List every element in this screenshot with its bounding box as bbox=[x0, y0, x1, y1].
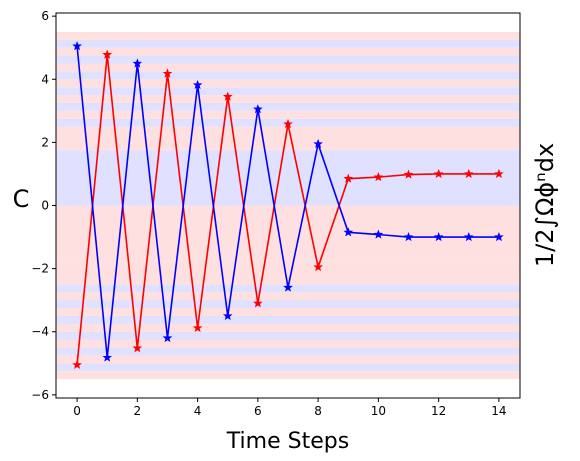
y-tick-label: 4 bbox=[41, 72, 49, 86]
data-point bbox=[72, 359, 82, 369]
data-point bbox=[403, 169, 414, 179]
data-point bbox=[162, 68, 173, 78]
series-markers bbox=[72, 41, 504, 369]
background-band bbox=[56, 110, 520, 119]
background-band bbox=[56, 323, 520, 332]
data-point bbox=[132, 343, 143, 353]
background-band bbox=[56, 102, 520, 111]
data-point bbox=[463, 168, 474, 179]
background-band bbox=[56, 371, 520, 380]
x-tick-label: 8 bbox=[314, 404, 322, 418]
x-tick-label: 0 bbox=[73, 404, 81, 418]
y-tick-label: 2 bbox=[41, 135, 49, 149]
background-band bbox=[56, 95, 520, 103]
y-tick-label: −2 bbox=[31, 262, 49, 276]
data-point bbox=[494, 232, 504, 242]
data-point bbox=[494, 168, 504, 179]
background-band bbox=[56, 315, 520, 324]
background-band bbox=[56, 292, 520, 301]
background-band bbox=[56, 260, 520, 285]
x-tick-label: 14 bbox=[491, 404, 506, 418]
background-band bbox=[56, 300, 520, 309]
background-band bbox=[56, 150, 520, 206]
data-point bbox=[463, 232, 474, 242]
data-point bbox=[102, 352, 113, 362]
background-band bbox=[56, 71, 520, 80]
data-point bbox=[222, 91, 233, 101]
data-point bbox=[403, 232, 414, 242]
background-band bbox=[56, 347, 520, 356]
data-point bbox=[283, 282, 293, 292]
data-point bbox=[313, 262, 323, 272]
x-tick-label: 4 bbox=[194, 404, 202, 418]
data-point bbox=[162, 333, 173, 343]
data-point bbox=[373, 172, 384, 182]
background-band bbox=[56, 205, 520, 261]
data-point bbox=[343, 173, 354, 183]
right-axis-label: 1/2∫Ωϕⁿdx bbox=[531, 143, 559, 267]
background-band bbox=[56, 55, 520, 64]
data-point bbox=[313, 138, 323, 149]
background-band bbox=[56, 63, 520, 72]
data-point bbox=[283, 119, 293, 129]
x-tick-label: 2 bbox=[134, 404, 142, 418]
background-band bbox=[56, 331, 520, 340]
data-point bbox=[192, 79, 203, 90]
x-tick-label: 10 bbox=[371, 404, 386, 418]
data-point bbox=[72, 41, 82, 51]
background-band bbox=[56, 47, 520, 56]
data-point bbox=[253, 104, 263, 114]
background-band bbox=[56, 339, 520, 348]
data-point bbox=[433, 232, 444, 242]
y-tick-label: −6 bbox=[31, 388, 49, 402]
background-band bbox=[56, 308, 520, 316]
background-band bbox=[56, 87, 520, 96]
background-band bbox=[56, 355, 520, 364]
data-point bbox=[343, 227, 354, 237]
data-point bbox=[222, 310, 233, 321]
background-band bbox=[56, 363, 520, 372]
x-axis: 0 2 4 6 8 10 12 14 bbox=[73, 398, 507, 418]
data-point bbox=[253, 298, 263, 308]
background-band bbox=[56, 79, 520, 88]
data-point bbox=[102, 49, 113, 59]
data-point bbox=[373, 229, 384, 239]
x-axis-label: Time Steps bbox=[226, 429, 349, 454]
background-band bbox=[56, 31, 520, 40]
data-point bbox=[433, 168, 444, 179]
y-axis-label: C bbox=[13, 185, 30, 213]
x-tick-label: 12 bbox=[431, 404, 446, 418]
x-tick-label: 6 bbox=[254, 404, 262, 418]
data-point bbox=[192, 322, 203, 333]
y-tick-label: 6 bbox=[41, 9, 49, 23]
background-bands bbox=[56, 31, 520, 380]
background-band bbox=[56, 126, 520, 151]
background-band bbox=[56, 39, 520, 48]
y-tick-label: 0 bbox=[41, 199, 49, 213]
data-point bbox=[132, 58, 143, 68]
y-axis: −6 −4 −2 0 2 4 6 bbox=[31, 9, 56, 402]
y-tick-label: −4 bbox=[31, 325, 49, 339]
